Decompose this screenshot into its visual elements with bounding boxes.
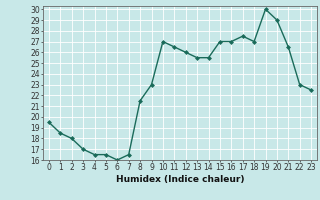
X-axis label: Humidex (Indice chaleur): Humidex (Indice chaleur) — [116, 175, 244, 184]
